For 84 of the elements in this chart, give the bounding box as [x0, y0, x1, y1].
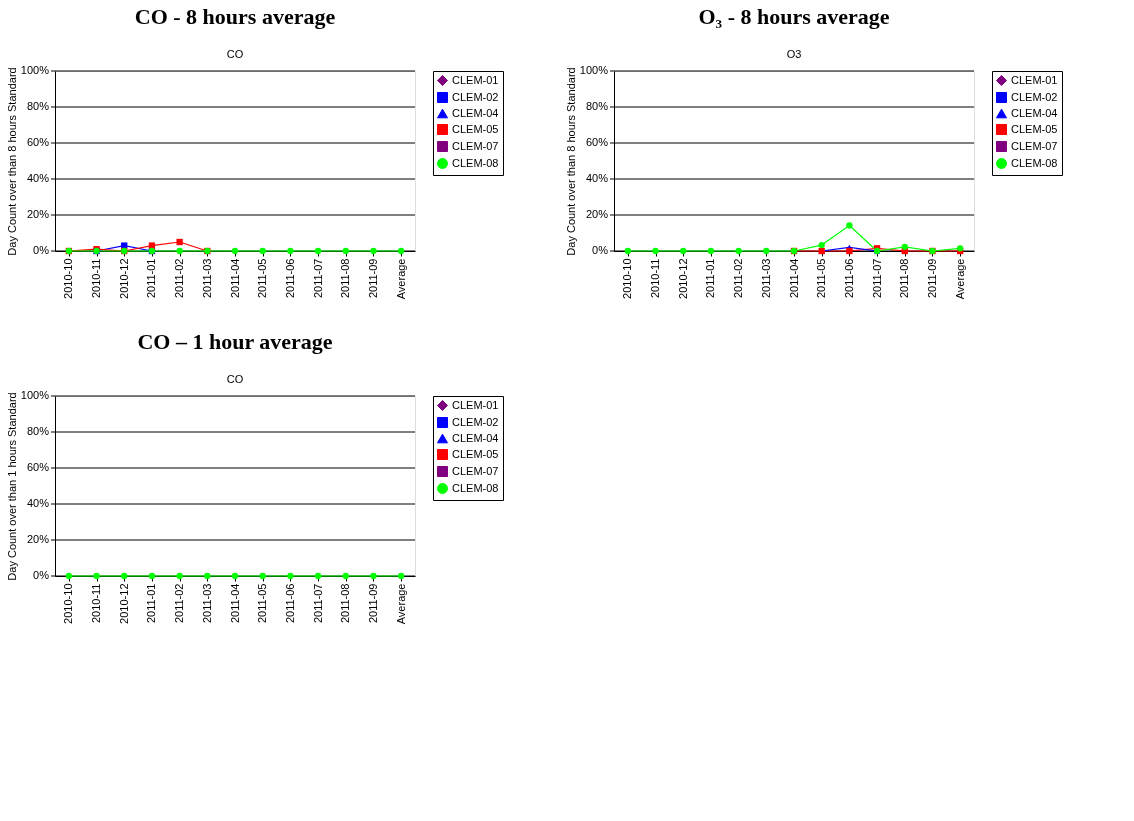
- y-axis-title: Day Count over than 1 hours Standard: [5, 392, 18, 581]
- x-tick-label: Average: [394, 583, 407, 625]
- x-tick-label: 2011-09: [925, 258, 938, 299]
- y-axis-title: Day Count over than 8 hours Standard: [5, 67, 18, 256]
- y-tick-label: 60%: [26, 136, 50, 148]
- y-tick-label: 80%: [585, 100, 609, 112]
- y-tick-label: 0%: [592, 244, 609, 256]
- legend-label: CLEM-08: [452, 481, 499, 494]
- x-tick-label: 2011-06: [283, 583, 296, 624]
- y-tick-label: 80%: [26, 100, 50, 112]
- x-tick-label: 2010-11: [90, 258, 103, 299]
- y-tick-label: 0%: [33, 569, 50, 581]
- y-axis-title: Day Count over than 8 hours Standard: [564, 67, 577, 256]
- x-tick-label: 2011-02: [173, 583, 186, 624]
- x-tick-label: 2011-06: [842, 258, 855, 299]
- x-tick-label: 2011-04: [787, 258, 800, 299]
- x-tick-label: 2011-04: [228, 583, 241, 624]
- chart-title: CO - 8 hours average: [134, 4, 336, 29]
- chart-title: O₃ - 8 hours average: [698, 4, 890, 29]
- legend-label: CLEM-01: [452, 73, 499, 86]
- legend-label: CLEM-05: [1011, 122, 1058, 135]
- x-tick-label: Average: [953, 258, 966, 300]
- legend-label: CLEM-08: [452, 156, 499, 169]
- x-tick-label: 2011-03: [200, 258, 213, 299]
- y-tick-label: 40%: [26, 172, 50, 184]
- legend-label: CLEM-07: [1011, 139, 1058, 152]
- x-tick-label: 2011-03: [759, 258, 772, 299]
- legend-label: CLEM-02: [452, 90, 499, 103]
- x-tick-label: 2011-08: [339, 583, 352, 624]
- legend-label: CLEM-04: [1011, 106, 1058, 119]
- y-tick-label: 20%: [26, 208, 50, 220]
- chart-subtitle: CO: [226, 373, 244, 385]
- y-tick-label: 0%: [33, 244, 50, 256]
- x-tick-label: 2011-09: [366, 258, 379, 299]
- x-tick-label: 2010-10: [621, 258, 634, 299]
- legend-label: CLEM-01: [452, 398, 499, 411]
- x-tick-label: Average: [394, 258, 407, 300]
- y-tick-label: 40%: [585, 172, 609, 184]
- y-tick-label: 100%: [20, 389, 50, 401]
- x-tick-label: 2011-05: [256, 583, 269, 624]
- legend-label: CLEM-08: [1011, 156, 1058, 169]
- x-tick-label: 2011-04: [228, 258, 241, 299]
- x-tick-label: 2011-08: [339, 258, 352, 299]
- x-tick-label: 2011-05: [256, 258, 269, 299]
- x-tick-label: 2011-03: [200, 583, 213, 624]
- x-tick-label: 2010-10: [62, 583, 75, 624]
- legend-label: CLEM-01: [1011, 73, 1058, 86]
- x-tick-label: 2011-06: [283, 258, 296, 299]
- x-tick-label: 2010-11: [649, 258, 662, 299]
- x-tick-label: 2010-12: [676, 258, 689, 299]
- x-tick-label: 2011-02: [732, 258, 745, 299]
- legend-label: CLEM-07: [452, 139, 499, 152]
- x-tick-label: 2011-08: [898, 258, 911, 299]
- x-tick-label: 2010-12: [117, 258, 130, 299]
- x-tick-label: 2011-07: [311, 258, 324, 299]
- x-tick-label: 2011-01: [145, 583, 158, 624]
- chart-subtitle: O3: [786, 48, 802, 60]
- y-tick-label: 20%: [26, 533, 50, 545]
- chart-title: CO – 1 hour average: [137, 329, 333, 354]
- y-tick-label: 40%: [26, 497, 50, 509]
- y-tick-label: 60%: [585, 136, 609, 148]
- x-tick-label: 2011-02: [173, 258, 186, 299]
- x-tick-label: 2011-01: [704, 258, 717, 299]
- y-tick-label: 100%: [20, 64, 50, 76]
- legend-label: CLEM-02: [1011, 90, 1058, 103]
- chart-subtitle: CO: [226, 48, 244, 60]
- y-tick-label: 60%: [26, 461, 50, 473]
- x-tick-label: 2010-12: [117, 583, 130, 624]
- x-tick-label: 2011-01: [145, 258, 158, 299]
- x-tick-label: 2011-07: [311, 583, 324, 624]
- y-tick-label: 100%: [579, 64, 609, 76]
- legend-label: CLEM-05: [452, 447, 499, 460]
- x-tick-label: 2010-11: [90, 583, 103, 624]
- legend-label: CLEM-04: [452, 431, 499, 444]
- x-tick-label: 2011-07: [870, 258, 883, 299]
- legend-label: CLEM-05: [452, 122, 499, 135]
- y-tick-label: 20%: [585, 208, 609, 220]
- legend-label: CLEM-02: [452, 415, 499, 428]
- x-tick-label: 2011-05: [815, 258, 828, 299]
- x-tick-label: 2011-09: [366, 583, 379, 624]
- legend-label: CLEM-04: [452, 106, 499, 119]
- y-tick-label: 80%: [26, 425, 50, 437]
- legend-label: CLEM-07: [452, 464, 499, 477]
- x-tick-label: 2010-10: [62, 258, 75, 299]
